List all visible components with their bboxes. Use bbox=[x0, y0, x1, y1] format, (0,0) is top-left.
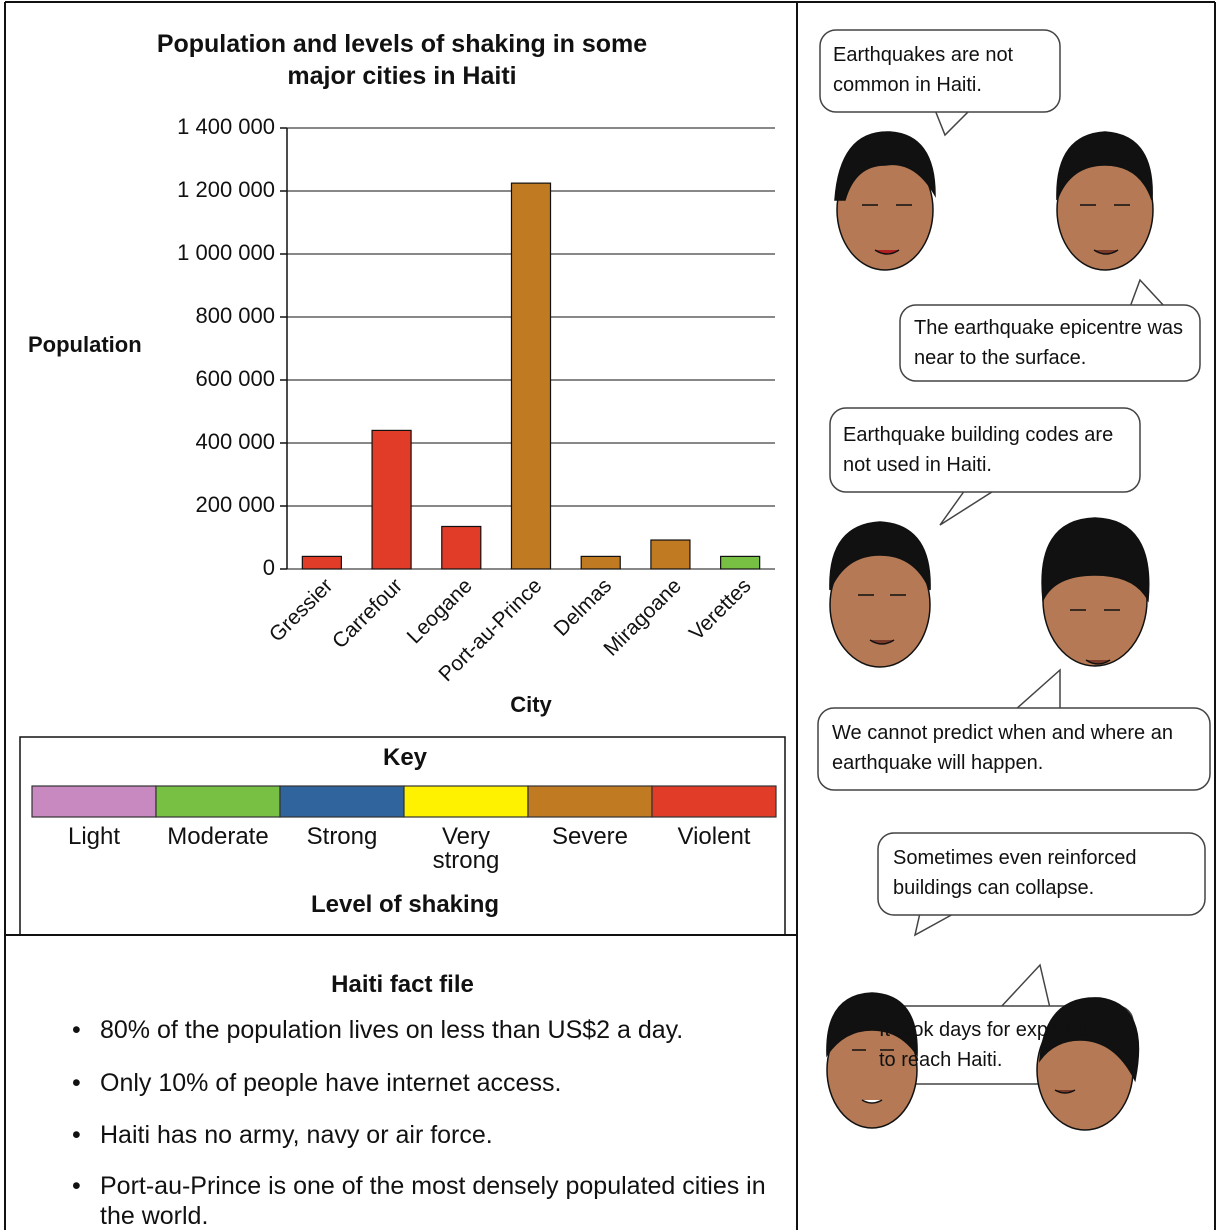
key-axis-label: Level of shaking bbox=[230, 891, 580, 919]
key-label: Violent bbox=[662, 825, 766, 849]
page: 0 200 000 400 000 600 000 800 000 1 000 000 1 … bbox=[0, 0, 1220, 1230]
x-tick-label: Carrefour bbox=[328, 574, 407, 653]
y-tick-label: 0 bbox=[263, 555, 275, 580]
bar bbox=[302, 556, 341, 569]
fact-item: Only 10% of people have internet access. bbox=[72, 1068, 800, 1098]
bar bbox=[721, 556, 760, 569]
x-tick-label: Delmas bbox=[550, 574, 617, 641]
key-swatch bbox=[32, 786, 156, 817]
x-tick-label: Verettes bbox=[685, 574, 756, 645]
x-axis-label: City bbox=[500, 692, 562, 718]
y-tick-label: 200 000 bbox=[195, 492, 275, 517]
y-tick-label: 400 000 bbox=[195, 429, 275, 454]
key-label: Severe bbox=[538, 825, 642, 849]
key-label: Moderate bbox=[166, 825, 270, 849]
fact-item: Port-au-Prince is one of the most densel… bbox=[72, 1171, 800, 1230]
bar bbox=[372, 430, 411, 569]
y-tick-label: 800 000 bbox=[195, 303, 275, 328]
y-tick-label: 600 000 bbox=[195, 366, 275, 391]
key-title: Key bbox=[360, 744, 450, 772]
fact-item: Haiti has no army, navy or air force. bbox=[72, 1120, 800, 1150]
bar bbox=[511, 183, 550, 569]
speech-text: Earthquakes are not common in Haiti. bbox=[833, 40, 1048, 100]
bar bbox=[581, 556, 620, 569]
faces bbox=[827, 132, 1153, 1130]
speech-text: We cannot predict when and where an eart… bbox=[832, 718, 1207, 778]
fact-item: 80% of the population lives on less than… bbox=[72, 1015, 800, 1045]
fact-file-title: Haiti fact file bbox=[250, 971, 555, 999]
key-label: Very strong bbox=[414, 825, 518, 873]
chart-title: Population and levels of shaking in some… bbox=[147, 28, 657, 92]
key-swatch bbox=[652, 786, 776, 817]
speech-text: The earthquake epicentre was near to the… bbox=[914, 313, 1194, 373]
x-tick-label: Gressier bbox=[265, 574, 337, 646]
y-axis-label: Population bbox=[28, 332, 142, 358]
y-tick-label: 1 000 000 bbox=[177, 240, 275, 265]
key-swatch bbox=[404, 786, 528, 817]
bar bbox=[651, 540, 690, 569]
y-tick-label: 1 200 000 bbox=[177, 177, 275, 202]
key-swatch bbox=[528, 786, 652, 817]
key-swatch bbox=[156, 786, 280, 817]
key-label: Light bbox=[42, 825, 146, 849]
key-label: Strong bbox=[290, 825, 394, 849]
key-swatch bbox=[280, 786, 404, 817]
speech-text: Sometimes even reinforced buildings can … bbox=[893, 843, 1198, 903]
y-tick-label: 1 400 000 bbox=[177, 114, 275, 139]
speech-text: Earthquake building codes are not used i… bbox=[843, 420, 1133, 480]
bar bbox=[442, 526, 481, 569]
x-tick-label: Leogane bbox=[403, 574, 477, 648]
speech-text: It took days for expert help to reach Ha… bbox=[879, 1015, 1119, 1075]
